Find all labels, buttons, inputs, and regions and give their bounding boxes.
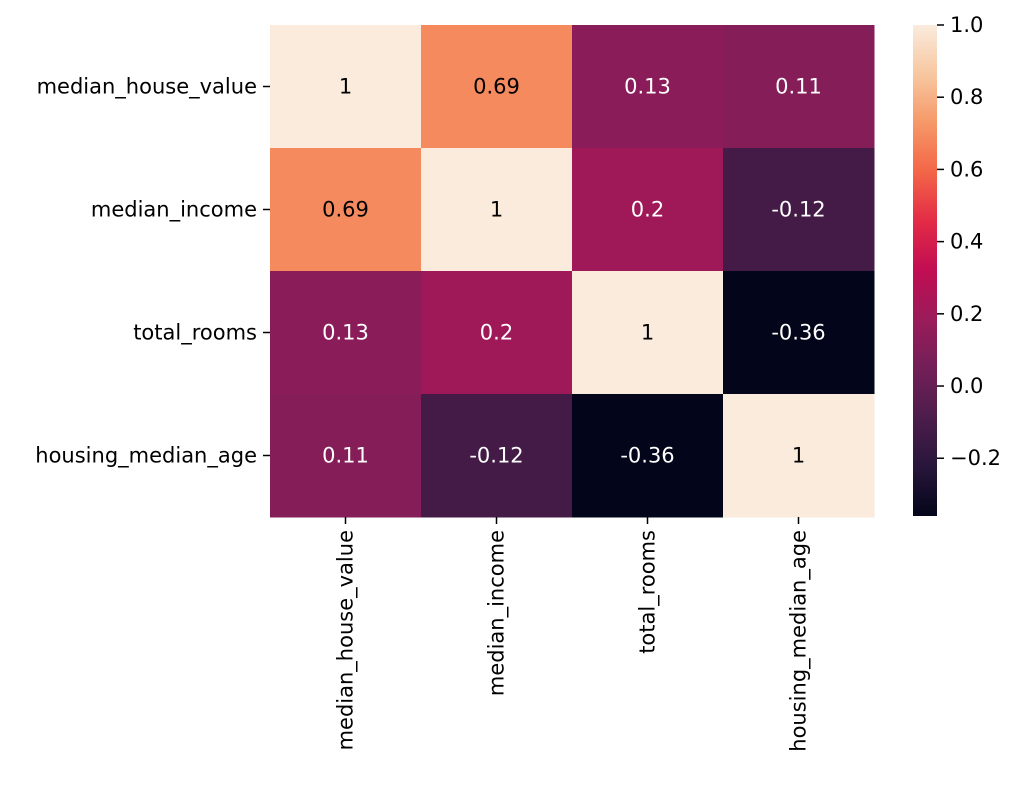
cell-annotation: 0.11 <box>322 444 369 468</box>
cell-annotation: 1 <box>490 198 503 222</box>
cell-annotations: 1 0.69 0.13 0.11 0.69 1 0.2 -0.12 0.13 0.2 1 -0.36 0… <box>322 75 826 468</box>
cell-annotation: 0.69 <box>473 75 520 99</box>
y-tick-label: median_house_value <box>37 75 257 100</box>
cell-annotation: -0.12 <box>771 198 825 222</box>
x-tick-label: median_house_value <box>334 530 359 750</box>
colorbar-tick-label: 0.4 <box>950 230 983 254</box>
x-tick-label: total_rooms <box>636 530 661 654</box>
colorbar-tick-label: 1.0 <box>950 13 983 37</box>
heatmap-cell <box>270 148 422 272</box>
cell-annotation: -0.12 <box>469 444 523 468</box>
heatmap-cell <box>572 25 724 149</box>
cell-annotation: 0.2 <box>480 321 513 345</box>
cell-annotation: -0.36 <box>771 321 825 345</box>
y-tick-label: housing_median_age <box>35 444 257 469</box>
colorbar-gradient <box>913 25 937 516</box>
heatmap-cells <box>270 25 875 518</box>
colorbar-tick-label: −0.2 <box>950 446 1001 470</box>
cell-annotation: 0.11 <box>775 75 822 99</box>
heatmap-cell <box>572 148 724 272</box>
x-tick-label: median_income <box>485 530 510 696</box>
heatmap-cell <box>421 25 573 149</box>
y-tick-label: median_income <box>91 198 257 223</box>
cell-annotation: 0.13 <box>322 321 369 345</box>
y-tick-label: total_rooms <box>133 321 257 346</box>
colorbar-tick-label: 0.8 <box>950 85 983 109</box>
x-tick-label: housing_median_age <box>787 530 812 752</box>
cell-annotation: 1 <box>339 75 352 99</box>
heatmap-cell <box>270 394 422 518</box>
x-tick-labels: median_house_value median_income total_roo… <box>334 517 812 752</box>
cell-annotation: 0.13 <box>624 75 671 99</box>
heatmap-cell <box>723 394 875 518</box>
cell-annotation: 1 <box>641 321 654 345</box>
colorbar: 1.0 0.8 0.6 0.4 0.2 0.0 −0.2 <box>913 13 1001 516</box>
heatmap-cell <box>572 394 724 518</box>
cell-annotation: -0.36 <box>620 444 674 468</box>
heatmap-cell <box>572 271 724 395</box>
heatmap-cell <box>723 25 875 149</box>
cell-annotation: 0.69 <box>322 198 369 222</box>
heatmap-cell <box>421 148 573 272</box>
heatmap-cell <box>421 271 573 395</box>
colorbar-tick-label: 0.0 <box>950 374 983 398</box>
colorbar-tick-label: 0.6 <box>950 157 983 181</box>
heatmap-cell <box>270 271 422 395</box>
heatmap-cell <box>270 25 422 149</box>
heatmap-cell <box>723 271 875 395</box>
cell-annotation: 1 <box>792 444 805 468</box>
colorbar-tick-label: 0.2 <box>950 302 983 326</box>
cell-annotation: 0.2 <box>631 198 664 222</box>
y-tick-labels: median_house_value median_income total_roo… <box>35 75 270 469</box>
heatmap-cell <box>723 148 875 272</box>
heatmap-cell <box>421 394 573 518</box>
